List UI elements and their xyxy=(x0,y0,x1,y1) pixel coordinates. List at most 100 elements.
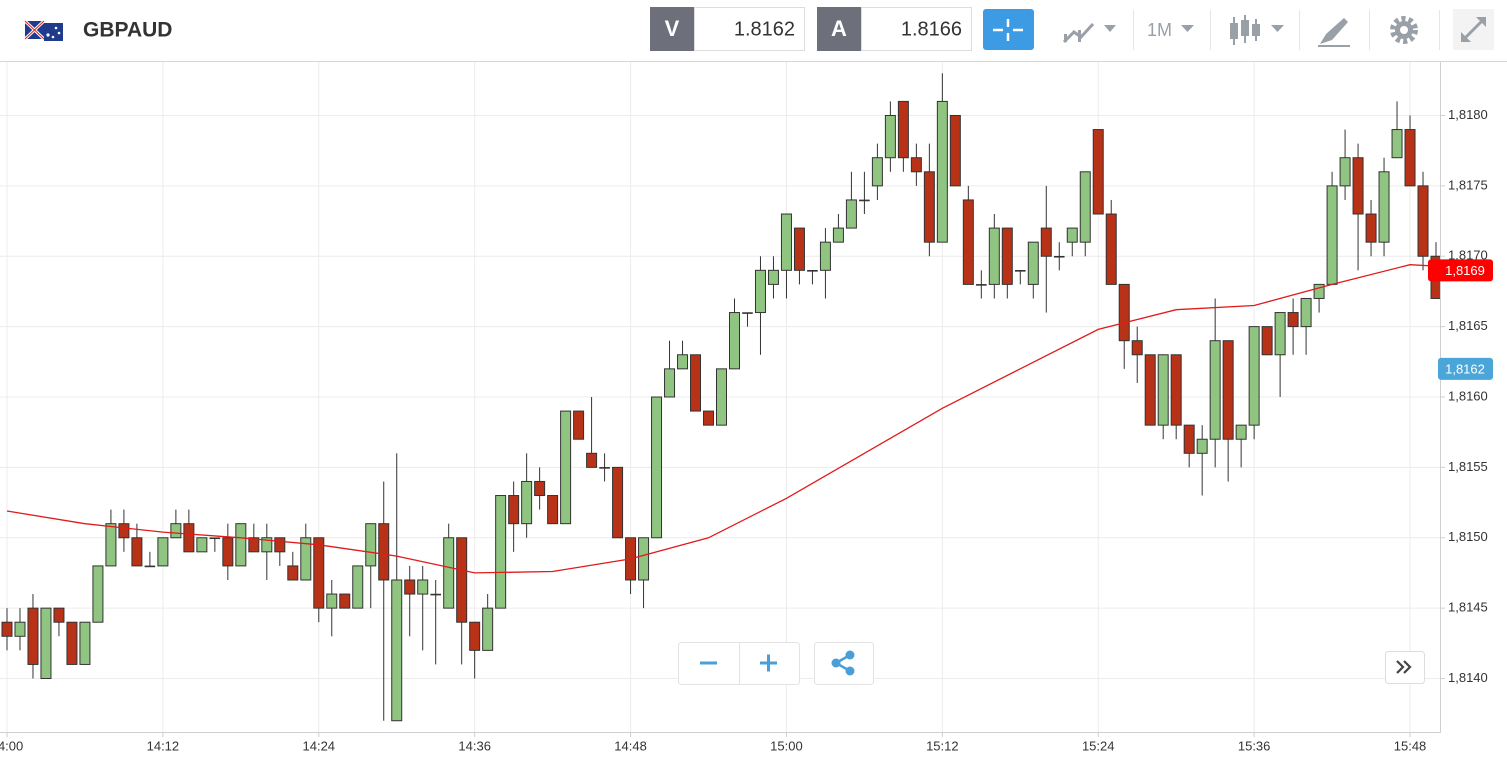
bid-box[interactable]: V 1.8162 xyxy=(650,7,805,51)
candle-body xyxy=(832,227,844,243)
candle-body xyxy=(1,621,13,637)
draw-button[interactable] xyxy=(1318,18,1350,47)
ask-box[interactable]: A 1.8166 xyxy=(817,7,972,51)
candle-body xyxy=(1235,424,1247,440)
candle-body xyxy=(638,537,650,581)
candle-body xyxy=(884,114,896,159)
share-button[interactable] xyxy=(814,642,874,685)
candle-body xyxy=(326,593,338,609)
candle-body xyxy=(1209,340,1221,440)
x-tick-label: 14:00 xyxy=(0,738,23,753)
candle-body xyxy=(962,199,974,285)
price-tag xyxy=(1438,357,1493,380)
candle-body xyxy=(976,284,987,286)
candle-body xyxy=(456,537,468,623)
candle-body xyxy=(897,100,909,159)
candle-body xyxy=(66,621,78,665)
candle-body xyxy=(1352,157,1364,215)
candle-body xyxy=(183,523,195,553)
candle-body xyxy=(1261,326,1273,356)
candle-body xyxy=(1053,255,1065,258)
y-tick-label: 1,8140 xyxy=(1448,670,1488,685)
candle-body xyxy=(664,368,676,398)
candle-body xyxy=(1339,157,1351,187)
candle-body xyxy=(716,368,727,426)
candle-body xyxy=(859,199,870,202)
chart-type-button[interactable] xyxy=(1230,15,1284,45)
candle-body xyxy=(248,537,260,553)
candle-body xyxy=(313,537,325,609)
candle-body xyxy=(728,312,740,370)
settings-button[interactable] xyxy=(1390,16,1418,44)
candle-body xyxy=(300,537,312,581)
x-tick-label: 15:12 xyxy=(926,738,959,753)
candle-body xyxy=(170,523,182,539)
y-tick-label: 1,8165 xyxy=(1448,318,1488,333)
ask-label: A xyxy=(831,16,847,41)
candle-body xyxy=(547,495,559,525)
candle-body xyxy=(365,523,377,567)
bid-price: 1.8162 xyxy=(734,18,795,40)
candle-body xyxy=(339,593,351,609)
candle-body xyxy=(118,523,130,539)
y-tick-label: 1,8160 xyxy=(1448,388,1488,403)
candle-body xyxy=(1300,297,1312,328)
timeframe-button[interactable]: 1M xyxy=(1147,20,1194,40)
zoom-in-button[interactable] xyxy=(760,654,777,672)
candle-body xyxy=(677,354,689,370)
price-tag-label: 1,8162 xyxy=(1445,361,1485,376)
candle-body xyxy=(287,565,299,581)
y-tick-label: 1,8175 xyxy=(1448,177,1488,192)
candle-body xyxy=(430,593,441,596)
candle-body xyxy=(573,410,585,440)
candle-body xyxy=(949,114,961,187)
x-tick-label: 14:12 xyxy=(147,738,180,753)
crosshair-button[interactable] xyxy=(983,9,1034,50)
price-tag xyxy=(1428,259,1493,282)
x-tick-label: 15:36 xyxy=(1238,738,1271,753)
x-tick-label: 15:48 xyxy=(1394,738,1427,753)
y-tick-label: 1,8150 xyxy=(1448,529,1488,544)
timeframe: 1M xyxy=(1147,20,1172,40)
candle-body xyxy=(1248,326,1260,426)
candle-body xyxy=(443,537,455,609)
candle-body xyxy=(936,100,948,243)
candle-body xyxy=(1027,241,1039,285)
candle-body xyxy=(703,410,715,426)
indicator-button[interactable] xyxy=(1062,22,1116,44)
candle-body xyxy=(1131,340,1143,356)
candle-body xyxy=(235,523,247,567)
axes: 1,8140 1,8145 1,8150 1,8155 1,8160 1,8165 1,81… xyxy=(0,107,1493,753)
moving-average-line xyxy=(6,264,1437,574)
candle-body xyxy=(222,537,234,567)
price-tag-label: 1,8169 xyxy=(1445,263,1485,278)
candle-body xyxy=(482,607,494,651)
y-tick-label: 1,8145 xyxy=(1448,600,1488,615)
candle-body xyxy=(196,537,208,553)
candle-body xyxy=(988,227,1000,285)
candle-body xyxy=(1378,171,1390,243)
candle-body xyxy=(1170,354,1182,426)
y-tick-label: 1,8155 xyxy=(1448,459,1488,474)
candle-body xyxy=(1287,312,1299,328)
fullscreen-button[interactable] xyxy=(1453,9,1494,50)
y-tick-label: 1,8170 xyxy=(1448,248,1488,263)
candle-body xyxy=(27,607,39,665)
candle-body xyxy=(793,227,805,271)
candle-body xyxy=(1274,312,1286,356)
candle-body xyxy=(1105,213,1117,285)
candle-body xyxy=(1118,283,1130,342)
candle-body xyxy=(1365,213,1377,243)
candle-body xyxy=(1417,185,1429,257)
candle-body xyxy=(612,466,624,539)
candle-body xyxy=(40,607,52,680)
symbol: GBPAUD xyxy=(83,19,172,42)
candle-body xyxy=(690,354,702,412)
candle-body xyxy=(261,537,273,553)
candle-body xyxy=(1040,227,1052,257)
candle-body xyxy=(521,480,533,525)
scroll-end-button[interactable] xyxy=(1385,651,1425,684)
candle-body xyxy=(910,157,922,173)
candle-body xyxy=(391,579,403,722)
candle-body xyxy=(1196,438,1208,454)
